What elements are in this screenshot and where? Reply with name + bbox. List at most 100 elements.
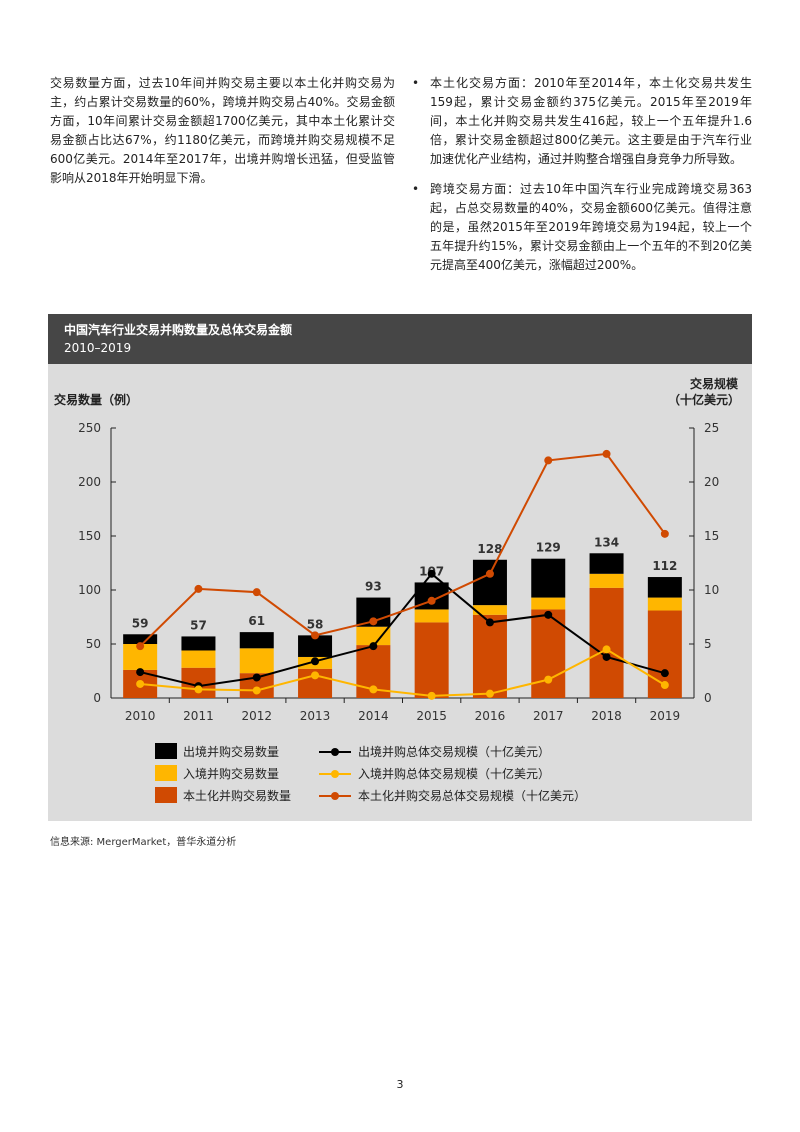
line-point <box>136 679 145 688</box>
bar-segment <box>589 587 624 698</box>
legend-label: 入境并购交易数量 <box>183 766 279 781</box>
chart-panel: 中国汽车行业交易并购数量及总体交易金额 2010–2019 交易数量（例） 交易规… <box>48 314 752 821</box>
line-point <box>602 652 611 661</box>
x-tick-label: 2019 <box>650 709 681 723</box>
line-point <box>544 675 553 684</box>
bar-total-label: 129 <box>536 541 561 555</box>
line-point <box>252 673 261 682</box>
y2-tick-label: 10 <box>704 583 719 597</box>
x-tick-label: 2015 <box>416 709 447 723</box>
y2-tick-label: 5 <box>704 637 712 651</box>
bar-segment <box>181 650 216 668</box>
line-point <box>485 569 494 578</box>
bar-total-label: 59 <box>132 616 149 630</box>
line-point <box>660 669 669 678</box>
y-tick-label: 0 <box>93 691 101 705</box>
y-tick-label: 150 <box>78 529 101 543</box>
legend-marker <box>331 792 339 800</box>
bullet-item-crossborder: • 跨境交易方面：过去10年中国汽车行业完成跨境交易363起，占总交易数量的40… <box>412 180 752 275</box>
y2-tick-label: 0 <box>704 691 712 705</box>
line-point <box>194 685 203 694</box>
bullet-text-crossborder: 跨境交易方面：过去10年中国汽车行业完成跨境交易363起，占总交易数量的40%，… <box>430 182 752 272</box>
x-tick-label: 2011 <box>183 709 214 723</box>
line-point <box>252 588 261 597</box>
line-point <box>311 671 320 680</box>
bar-total-label: 61 <box>248 614 265 628</box>
y-axis-label: 交易数量（例） <box>54 392 138 407</box>
y2-axis-label-line2: （十亿美元） <box>668 392 740 407</box>
bar-segment <box>298 635 333 657</box>
line-point <box>252 686 261 695</box>
line-point <box>311 657 320 666</box>
line-point <box>369 617 378 626</box>
y-tick-label: 200 <box>78 475 101 489</box>
x-tick-label: 2014 <box>358 709 389 723</box>
x-tick-label: 2016 <box>475 709 506 723</box>
y-tick-label: 250 <box>78 421 101 435</box>
bar-segment <box>239 648 274 674</box>
y2-axis-label-line1: 交易规模 <box>690 376 739 391</box>
chart-header: 中国汽车行业交易并购数量及总体交易金额 2010–2019 <box>48 314 752 364</box>
legend-swatch <box>155 765 177 781</box>
bar-segment <box>472 559 507 606</box>
bar-segment <box>239 632 274 649</box>
legend-label: 入境并购总体交易规模（十亿美元） <box>358 766 550 781</box>
legend-marker <box>331 748 339 756</box>
bar-segment <box>589 553 624 574</box>
bar-segment <box>531 597 566 610</box>
legend-swatch <box>155 743 177 759</box>
x-tick-label: 2013 <box>300 709 331 723</box>
bullet-text-domestic: 本土化交易方面：2010年至2014年，本土化交易共发生159起，累计交易金额约… <box>430 76 752 166</box>
line-point <box>427 596 436 605</box>
line-point <box>369 642 378 651</box>
line-point <box>311 631 320 640</box>
line-point <box>369 685 378 694</box>
bar-segment <box>531 558 566 598</box>
bar-segment <box>414 609 449 623</box>
line-point <box>485 689 494 698</box>
bar-segment <box>356 626 391 646</box>
bar-segment <box>123 634 158 644</box>
line-point <box>602 645 611 654</box>
legend-label: 本土化并购交易数量 <box>183 788 291 803</box>
combo-chart: 交易数量（例） 交易规模（十亿美元） 0 50 100 150 200 250 0 5 10 15 20… <box>54 376 740 803</box>
legend-marker <box>331 770 339 778</box>
line-point <box>660 681 669 690</box>
bar-segment <box>647 577 682 598</box>
line-point <box>427 691 436 700</box>
bullet-list: • 本土化交易方面：2010年至2014年，本土化交易共发生159起，累计交易金… <box>412 74 752 275</box>
bar-segment <box>589 573 624 588</box>
bar-segment <box>647 597 682 611</box>
x-tick-label: 2010 <box>125 709 156 723</box>
bar-segment <box>181 636 216 651</box>
series-line <box>139 452 666 647</box>
line-point <box>544 456 553 465</box>
bar-total-label: 93 <box>365 580 382 594</box>
line-point <box>660 529 669 538</box>
bar-total-label: 128 <box>477 542 502 556</box>
line-point <box>427 569 436 578</box>
bar-total-label: 57 <box>190 618 207 632</box>
series-line <box>139 572 666 688</box>
bar-segment <box>472 614 507 698</box>
page-number: 3 <box>396 1078 404 1091</box>
x-tick-label: 2018 <box>591 709 622 723</box>
source-note: 信息来源: MergerMarket，普华永道分析 <box>50 837 237 848</box>
y2-tick-label: 20 <box>704 475 719 489</box>
bar-total-label: 112 <box>652 559 677 573</box>
legend-swatch <box>155 787 177 803</box>
x-tick-label: 2017 <box>533 709 564 723</box>
bullet-dot-icon: • <box>412 76 420 90</box>
series-line <box>140 648 666 697</box>
line-point <box>602 449 611 458</box>
bar-total-label: 58 <box>307 617 324 631</box>
bullet-list-container: • 本土化交易方面：2010年至2014年，本土化交易共发生159起，累计交易金… <box>412 74 752 286</box>
chart-subtitle: 2010–2019 <box>64 341 132 355</box>
legend-label: 出境并购交易数量 <box>183 744 279 759</box>
y2-tick-label: 15 <box>704 529 719 543</box>
bar-segment <box>414 622 449 698</box>
line-point <box>485 618 494 627</box>
chart-title: 中国汽车行业交易并购数量及总体交易金额 <box>64 323 293 337</box>
y-tick-label: 100 <box>78 583 101 597</box>
line-point <box>544 610 553 619</box>
